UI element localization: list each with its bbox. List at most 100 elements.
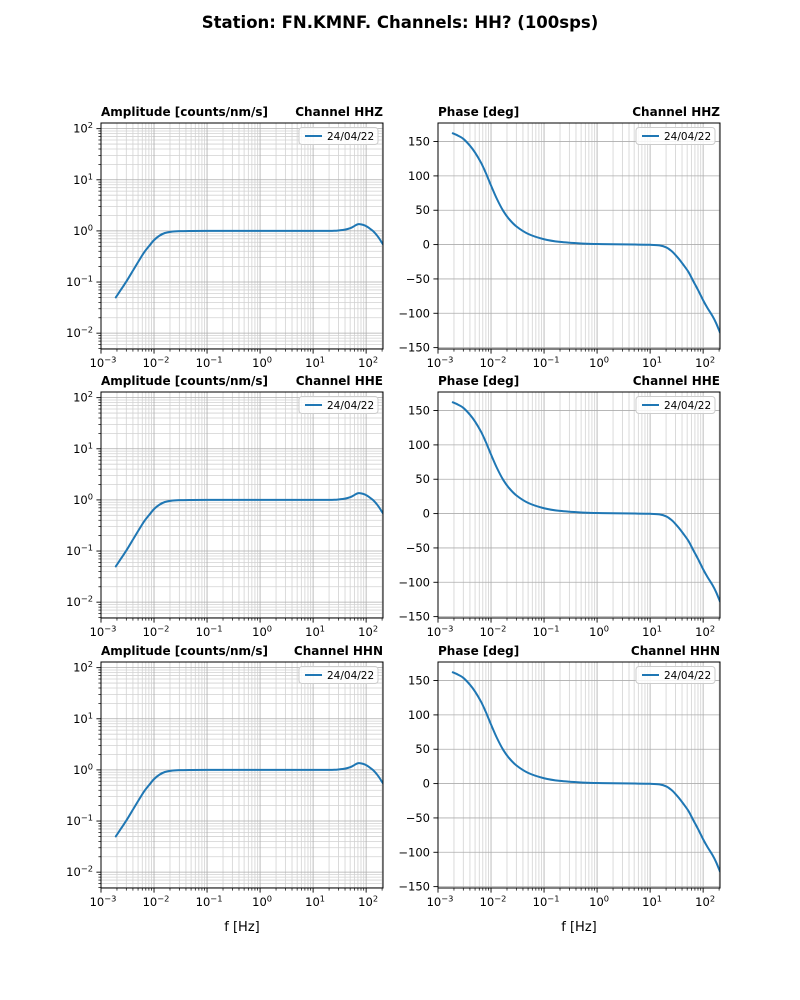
y-tick-label: 150 [408,404,430,418]
y-tick-label: 10−1 [66,543,93,559]
legend: 24/04/22 [298,127,379,145]
y-tick-label: 150 [408,135,430,149]
response-curve-hhz-amplitude [114,223,383,299]
subplot-title-left: Phase [deg] [438,644,519,658]
legend-label: 24/04/22 [327,131,374,143]
legend: 24/04/22 [635,666,716,684]
legend: 24/04/22 [298,396,379,414]
x-tick-label: 102 [358,624,378,640]
grid [100,392,383,618]
axes-frame [437,391,721,619]
y-tick-label: 0 [423,507,430,521]
x-tick-label: 100 [252,355,272,371]
y-tick-label: −150 [398,341,430,355]
response-curve-hhe-amplitude [114,492,383,568]
y-tick-label: −150 [398,610,430,624]
ticks [433,141,720,354]
x-tick-label: 100 [252,624,272,640]
legend-label: 24/04/22 [664,670,711,682]
response-curve-hhn-phase [451,671,720,873]
x-axis-label: f [Hz] [561,920,596,935]
subplot-title-right: Channel HHZ [632,105,720,119]
ticks [96,397,383,623]
y-tick-label: 102 [73,120,93,136]
y-tick-label: 100 [73,761,93,777]
x-tick-label: 101 [305,624,325,640]
x-tick-label: 10−1 [196,894,223,910]
x-tick-label: 10−2 [480,355,507,371]
legend-label: 24/04/22 [664,400,711,412]
subplot-title-right: Channel HHE [633,374,720,388]
y-tick-label: 10−1 [66,813,93,829]
x-tick-label: 102 [695,624,715,640]
legend: 24/04/22 [635,127,716,145]
y-tick-label: 0 [423,238,430,252]
x-tick-label: 10−3 [90,624,117,640]
y-tick-label: −50 [406,811,430,825]
grid [100,123,383,349]
legend-box [298,396,379,414]
y-tick-label: 102 [73,389,93,405]
y-tick-label: 0 [423,777,430,791]
x-tick-label: 101 [305,894,325,910]
legend-box [635,127,716,145]
x-tick-label: 101 [642,894,662,910]
x-tick-label: 10−1 [533,355,560,371]
y-tick-label: 101 [73,171,93,187]
axes-frame [437,122,721,350]
ticks [96,128,383,354]
x-tick-label: 102 [695,355,715,371]
y-tick-label: 100 [73,491,93,507]
y-tick-label: −150 [398,880,430,894]
x-tick-label: 100 [589,894,609,910]
legend-box [298,127,379,145]
y-tick-label: 10−2 [66,325,93,341]
x-tick-label: 10−2 [480,894,507,910]
y-tick-label: 50 [415,742,430,756]
subplot-title-left: Amplitude [counts/nm/s] [101,374,268,388]
x-tick-label: 10−1 [533,624,560,640]
x-tick-label: 10−2 [480,624,507,640]
x-tick-label: 102 [358,894,378,910]
ticks [433,680,720,893]
x-tick-label: 10−2 [143,355,170,371]
x-tick-label: 10−2 [143,894,170,910]
x-tick-label: 10−1 [196,624,223,640]
ticks [433,410,720,623]
y-tick-label: −50 [406,541,430,555]
legend: 24/04/22 [298,666,379,684]
subplot-hhn-amplitude: 10−3 10−2 10−1 100 101 102 102 101 100 10−1 10−2 Am… [66,644,384,935]
subplot-hhe-phase: 10−3 10−2 10−1 100 101 102 150 100 50 0 −50 −100 −15… [398,374,721,640]
y-tick-label: 10−1 [66,274,93,290]
y-tick-label: 100 [408,708,430,722]
subplot-title-left: Phase [deg] [438,374,519,388]
y-tick-label: −50 [406,272,430,286]
ticks [96,667,383,893]
subplot-title-right: Channel HHN [294,644,383,658]
grid [100,662,383,888]
legend-box [635,396,716,414]
x-tick-label: 100 [589,624,609,640]
legend-label: 24/04/22 [327,670,374,682]
subplot-title-left: Amplitude [counts/nm/s] [101,105,268,119]
subplot-title-left: Amplitude [counts/nm/s] [101,644,268,658]
y-tick-label: 101 [73,440,93,456]
x-tick-label: 10−2 [143,624,170,640]
subplot-title-left: Phase [deg] [438,105,519,119]
y-tick-label: 101 [73,710,93,726]
subplot-title-right: Channel HHN [631,644,720,658]
axes-frame [437,661,721,889]
y-tick-label: −100 [398,845,430,859]
x-tick-label: 10−1 [533,894,560,910]
x-tick-label: 101 [642,624,662,640]
subplot-title-right: Channel HHZ [295,105,383,119]
x-tick-label: 102 [695,894,715,910]
x-tick-label: 10−3 [90,894,117,910]
y-tick-label: 100 [408,169,430,183]
y-tick-label: 50 [415,472,430,486]
x-tick-label: 10−3 [427,894,454,910]
figure-title: Station: FN.KMNF. Channels: HH? (100sps) [201,13,599,32]
legend: 24/04/22 [635,396,716,414]
y-tick-label: −100 [398,306,430,320]
